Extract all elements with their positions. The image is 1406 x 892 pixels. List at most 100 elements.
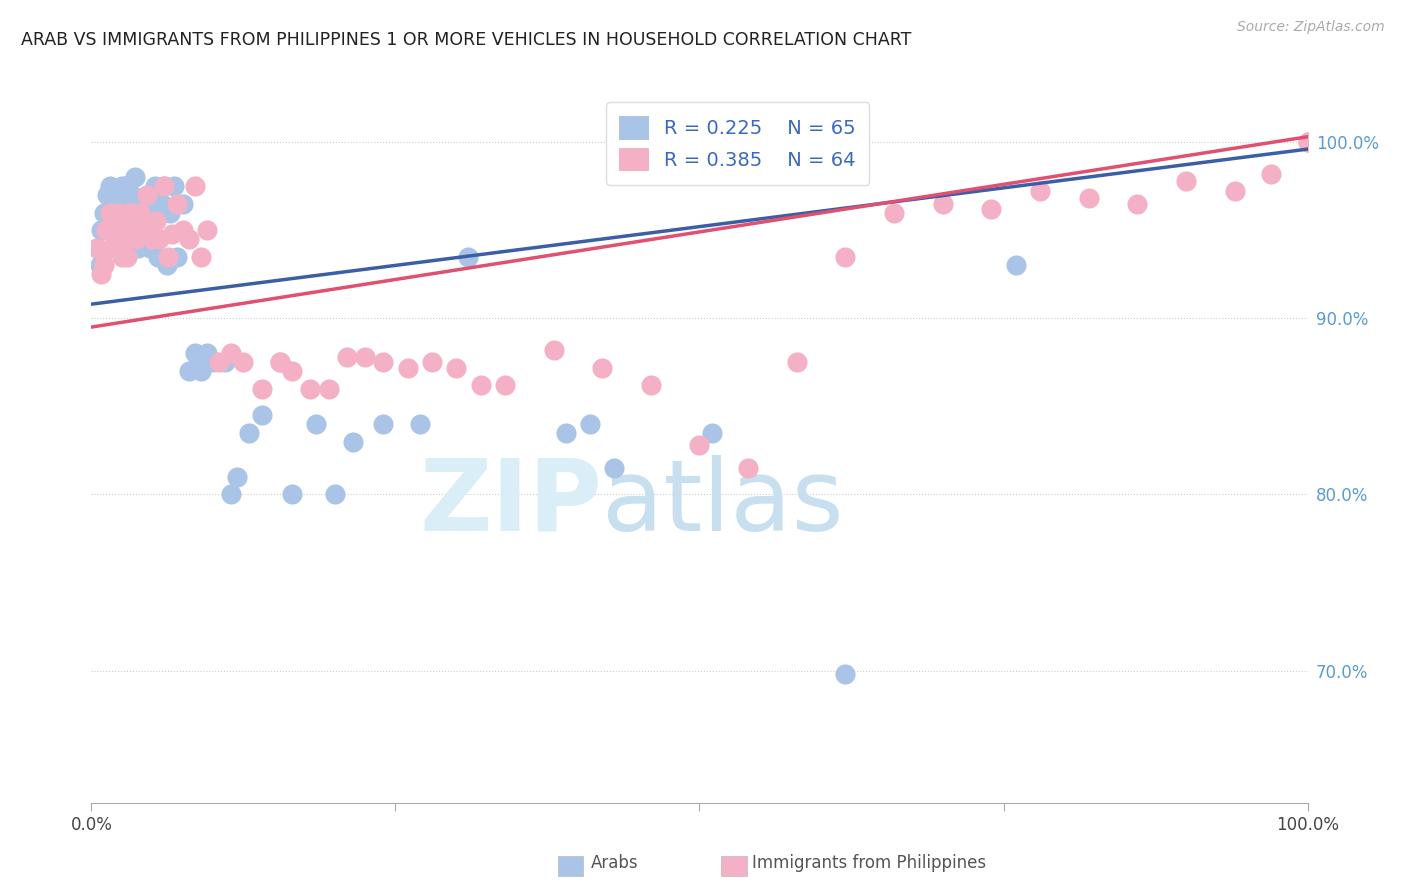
Point	[420, 355, 443, 369]
Text: Immigrants from Philippines: Immigrants from Philippines	[752, 855, 987, 872]
Point	[1029, 185, 1052, 199]
Point	[195, 346, 218, 360]
Text: ARAB VS IMMIGRANTS FROM PHILIPPINES 1 OR MORE VEHICLES IN HOUSEHOLD CORRELATION : ARAB VS IMMIGRANTS FROM PHILIPPINES 1 OR…	[21, 31, 911, 49]
Point	[786, 355, 808, 369]
Point	[166, 196, 188, 211]
Point	[323, 487, 346, 501]
Point	[177, 364, 200, 378]
Point	[89, 259, 111, 273]
Point	[305, 417, 328, 431]
Point	[354, 350, 377, 364]
Point	[1175, 174, 1198, 188]
Point	[94, 223, 117, 237]
Point	[122, 205, 145, 219]
Point	[96, 188, 118, 202]
Point	[93, 259, 115, 273]
Point	[202, 355, 225, 369]
Point	[172, 223, 194, 237]
Point	[111, 179, 134, 194]
Point	[159, 205, 181, 219]
Text: atlas: atlas	[602, 455, 844, 551]
Point	[124, 170, 146, 185]
Point	[136, 188, 159, 202]
Point	[342, 434, 364, 449]
Point	[238, 425, 260, 440]
Point	[131, 196, 153, 211]
Point	[105, 196, 128, 211]
Point	[226, 470, 249, 484]
Point	[336, 350, 359, 364]
Point	[129, 205, 152, 219]
Point	[86, 241, 108, 255]
Point	[1296, 135, 1319, 149]
Point	[603, 461, 626, 475]
Point	[148, 232, 170, 246]
Point	[121, 223, 143, 237]
Point	[190, 250, 212, 264]
Point	[543, 343, 565, 357]
Point	[184, 179, 207, 194]
Point	[250, 408, 273, 422]
Point	[103, 214, 125, 228]
Point	[132, 223, 155, 237]
Point	[86, 241, 108, 255]
Point	[737, 461, 759, 475]
Point	[93, 205, 115, 219]
Point	[269, 355, 291, 369]
Text: Source: ZipAtlas.com: Source: ZipAtlas.com	[1237, 20, 1385, 34]
Point	[250, 382, 273, 396]
Point	[125, 232, 148, 246]
Point	[112, 196, 135, 211]
Point	[104, 241, 127, 255]
Point	[457, 250, 479, 264]
Text: ZIP: ZIP	[419, 455, 602, 551]
Point	[373, 417, 395, 431]
Point	[688, 438, 710, 452]
Point	[121, 188, 143, 202]
Point	[114, 179, 136, 194]
Point	[97, 214, 120, 228]
Point	[145, 214, 167, 228]
Point	[166, 250, 188, 264]
Point	[107, 214, 129, 228]
Point	[1296, 135, 1319, 149]
Point	[269, 355, 291, 369]
Point	[184, 346, 207, 360]
Point	[156, 250, 179, 264]
Point	[160, 227, 183, 241]
Point	[409, 417, 432, 431]
Point	[640, 378, 662, 392]
Point	[1077, 191, 1099, 205]
Point	[141, 232, 163, 246]
Text: Arabs: Arabs	[591, 855, 638, 872]
Point	[931, 196, 953, 211]
Point	[219, 346, 242, 360]
Point	[396, 360, 419, 375]
Point	[980, 202, 1002, 216]
Point	[591, 360, 613, 375]
Point	[101, 241, 124, 255]
Point	[1126, 196, 1149, 211]
Point	[110, 205, 132, 219]
Point	[219, 487, 242, 501]
Point	[122, 214, 145, 228]
Point	[163, 179, 186, 194]
Point	[214, 355, 236, 369]
Point	[108, 188, 131, 202]
Point	[208, 355, 231, 369]
Point	[103, 196, 125, 211]
Point	[139, 241, 162, 255]
Point	[129, 205, 152, 219]
Point	[494, 378, 516, 392]
Point	[172, 196, 194, 211]
Point	[136, 188, 159, 202]
Point	[105, 223, 128, 237]
Point	[444, 360, 467, 375]
Point	[94, 223, 117, 237]
Legend: R = 0.225    N = 65, R = 0.385    N = 64: R = 0.225 N = 65, R = 0.385 N = 64	[606, 103, 869, 185]
Point	[134, 214, 156, 228]
Point	[143, 179, 166, 194]
Point	[554, 425, 576, 440]
Point	[111, 250, 134, 264]
Point	[281, 364, 304, 378]
